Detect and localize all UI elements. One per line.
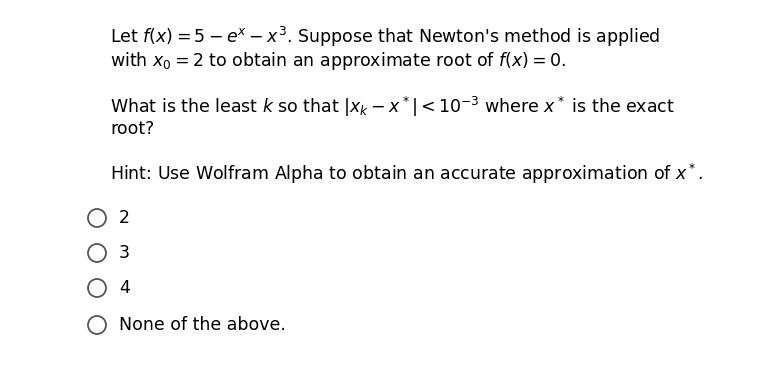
Text: None of the above.: None of the above. [119, 316, 286, 334]
Text: Hint: Use Wolfram Alpha to obtain an accurate approximation of $x^*$.: Hint: Use Wolfram Alpha to obtain an acc… [110, 162, 704, 186]
Text: with $x_0 = 2$ to obtain an approximate root of $f(x) = 0$.: with $x_0 = 2$ to obtain an approximate … [110, 50, 567, 72]
Text: 4: 4 [119, 279, 130, 297]
Text: What is the least $k$ so that $|x_k - x^*| < 10^{-3}$ where $x^*$ is the exact: What is the least $k$ so that $|x_k - x^… [110, 95, 675, 119]
Text: 2: 2 [119, 209, 130, 227]
Text: 3: 3 [119, 244, 130, 262]
Text: Let $f(x) = 5 - e^x - x^3$. Suppose that Newton's method is applied: Let $f(x) = 5 - e^x - x^3$. Suppose that… [110, 25, 661, 49]
Text: root?: root? [110, 120, 154, 138]
